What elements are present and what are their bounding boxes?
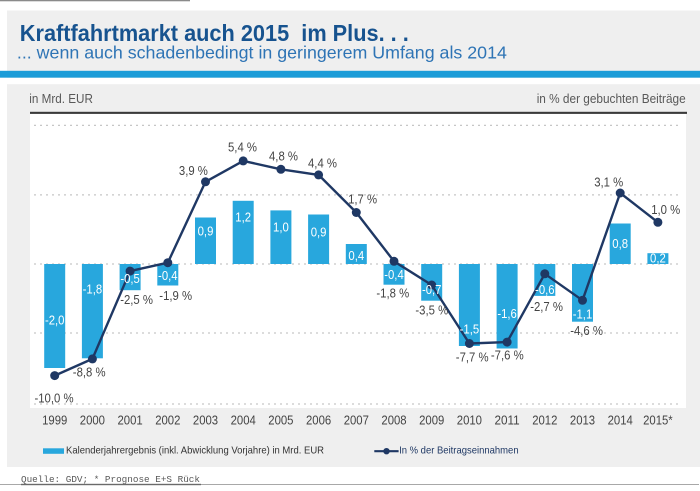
svg-text:0,4: 0,4 xyxy=(348,249,364,263)
svg-text:2009: 2009 xyxy=(419,414,444,428)
svg-text:0,2: 0,2 xyxy=(650,252,666,266)
svg-text:-0,6: -0,6 xyxy=(535,283,555,297)
svg-text:-10,0 %: -10,0 % xyxy=(34,392,73,406)
svg-text:-8,8 %: -8,8 % xyxy=(73,366,106,380)
svg-text:in Mrd. EUR: in Mrd. EUR xyxy=(29,91,93,106)
svg-text:2007: 2007 xyxy=(344,414,369,428)
svg-text:1,2: 1,2 xyxy=(235,211,251,225)
svg-text:Kalenderjahrergebnis (inkl. Ab: Kalenderjahrergebnis (inkl. Abwicklung V… xyxy=(66,445,324,456)
svg-text:2002: 2002 xyxy=(155,414,180,428)
svg-text:4,4 %: 4,4 % xyxy=(308,157,337,171)
svg-text:0,9: 0,9 xyxy=(198,225,214,239)
svg-text:Quelle: GDV; * Prognose E+S Rü: Quelle: GDV; * Prognose E+S Rück xyxy=(21,474,200,485)
svg-text:-7,6 %: -7,6 % xyxy=(491,348,524,362)
svg-text:5,4 %: 5,4 % xyxy=(228,140,257,154)
svg-text:1,0 %: 1,0 % xyxy=(651,203,680,217)
svg-text:2008: 2008 xyxy=(381,414,406,428)
svg-text:-0,5: -0,5 xyxy=(120,272,140,286)
svg-text:0,9: 0,9 xyxy=(311,226,327,240)
svg-text:2014: 2014 xyxy=(608,414,633,428)
svg-text:-1,9 %: -1,9 % xyxy=(159,289,192,303)
svg-text:2004: 2004 xyxy=(231,414,256,428)
svg-text:2015*: 2015* xyxy=(643,414,673,428)
svg-text:in % der gebuchten Beiträge: in % der gebuchten Beiträge xyxy=(537,91,686,106)
svg-text:2005: 2005 xyxy=(268,414,293,428)
svg-text:1,7 %: 1,7 % xyxy=(348,193,377,207)
svg-text:... wenn auch schadenbedingt i: ... wenn auch schadenbedingt in geringer… xyxy=(17,43,507,63)
svg-text:-2,0: -2,0 xyxy=(45,313,65,327)
svg-text:4,8 %: 4,8 % xyxy=(269,150,298,164)
svg-text:1,0: 1,0 xyxy=(273,221,289,235)
svg-text:2012: 2012 xyxy=(532,414,557,428)
svg-text:2011: 2011 xyxy=(495,414,520,428)
svg-text:2003: 2003 xyxy=(193,414,218,428)
svg-text:3,9 %: 3,9 % xyxy=(179,164,208,178)
svg-text:-1,6: -1,6 xyxy=(497,307,517,321)
svg-text:In % der Beitragseinnahmen: In % der Beitragseinnahmen xyxy=(399,445,519,456)
svg-text:3,1 %: 3,1 % xyxy=(594,176,623,190)
svg-text:Kraftfahrtmarkt auch 2015 im: Kraftfahrtmarkt auch 2015 im Plus. . . xyxy=(20,20,409,46)
svg-text:-2,7 %: -2,7 % xyxy=(530,300,563,314)
svg-text:-1,8 %: -1,8 % xyxy=(376,286,409,300)
svg-text:-0,4: -0,4 xyxy=(158,269,178,283)
svg-text:2001: 2001 xyxy=(118,414,143,428)
svg-text:-4,6 %: -4,6 % xyxy=(570,324,603,338)
svg-text:-1,1: -1,1 xyxy=(573,307,593,321)
svg-text:2013: 2013 xyxy=(570,414,595,428)
svg-text:2010: 2010 xyxy=(457,414,482,428)
svg-text:-0,4: -0,4 xyxy=(384,268,404,282)
svg-text:1999: 1999 xyxy=(42,414,67,428)
svg-text:-2,5 %: -2,5 % xyxy=(120,293,153,307)
svg-text:-1,5: -1,5 xyxy=(460,322,480,336)
svg-text:2006: 2006 xyxy=(306,414,331,428)
svg-text:0,8: 0,8 xyxy=(612,237,628,251)
svg-text:2000: 2000 xyxy=(80,414,105,428)
svg-text:-3,5 %: -3,5 % xyxy=(415,304,448,318)
svg-text:-7,7 %: -7,7 % xyxy=(456,350,489,364)
svg-text:-0,7: -0,7 xyxy=(422,283,442,297)
svg-text:-1,8: -1,8 xyxy=(83,283,103,297)
